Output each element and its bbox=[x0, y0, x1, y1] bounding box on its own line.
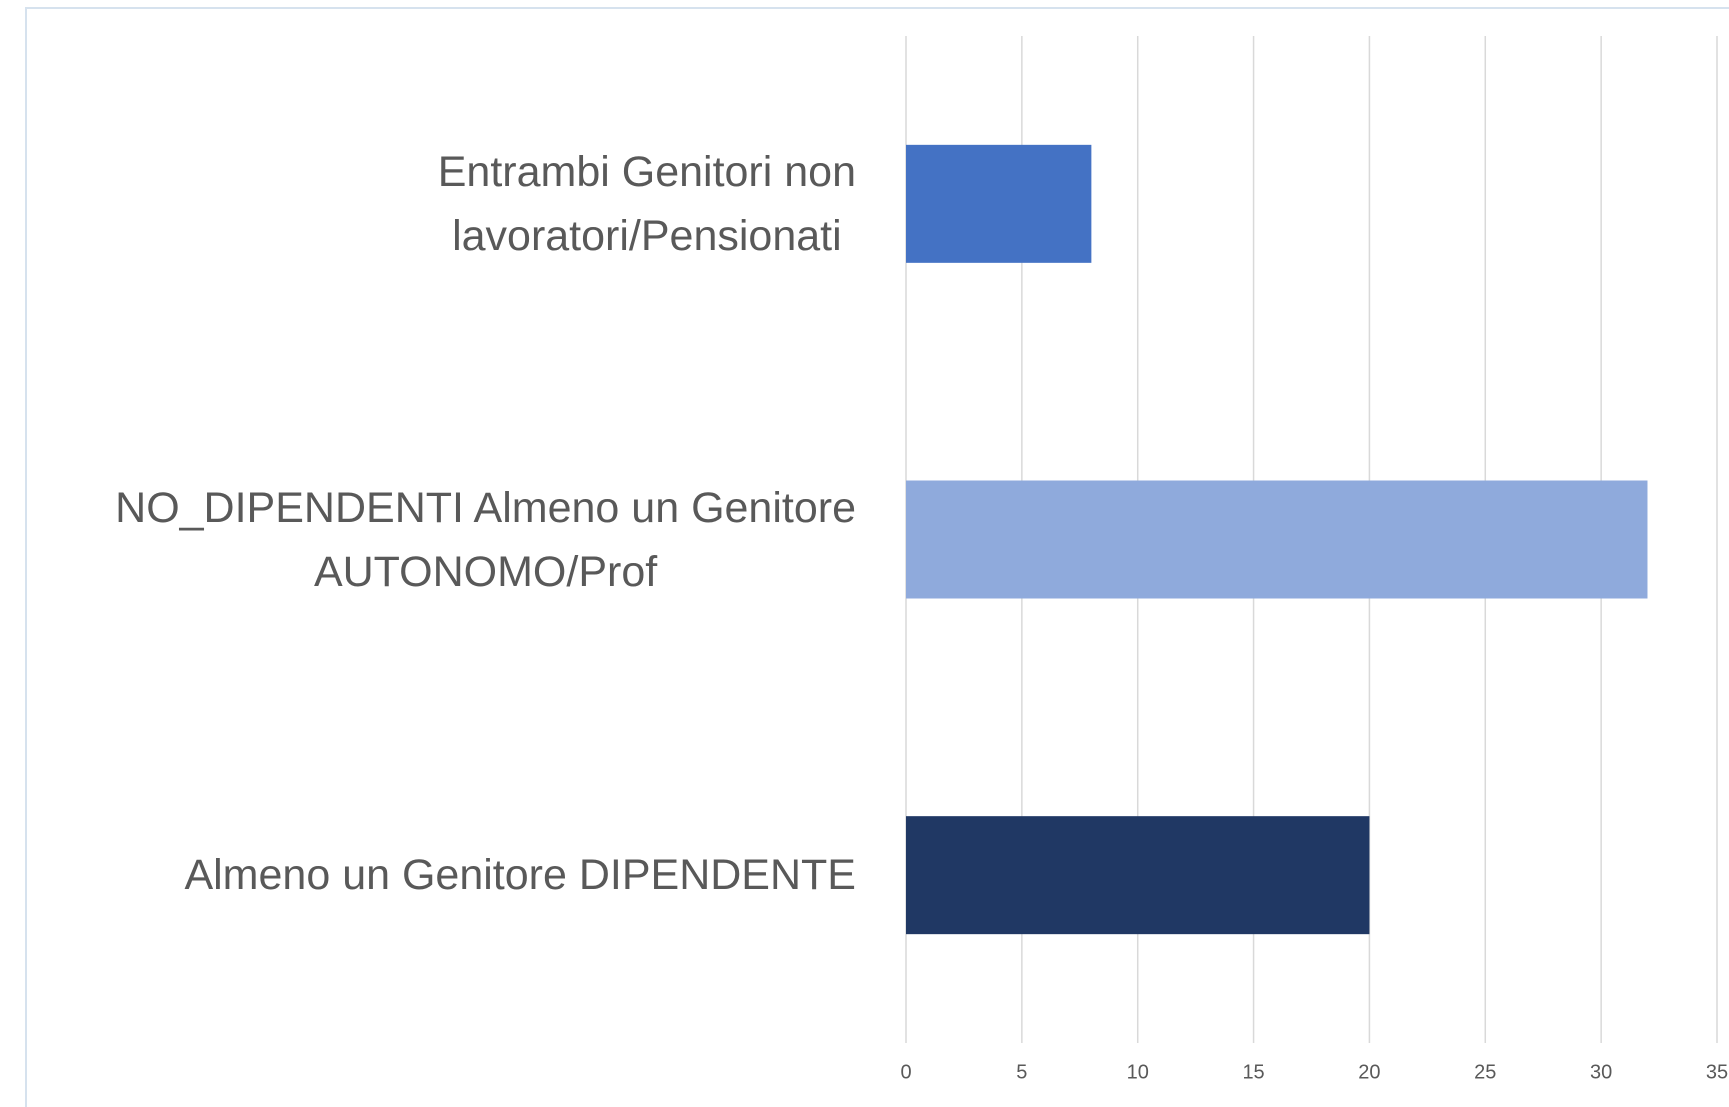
x-tick-label: 35 bbox=[1706, 1061, 1728, 1083]
y-tick-label: Almeno un Genitore DIPENDENTE bbox=[184, 851, 856, 900]
y-tick-label: Entrambi Genitori non lavoratori/Pension… bbox=[437, 147, 856, 260]
bar bbox=[906, 480, 1648, 599]
x-tick-label: 5 bbox=[1016, 1061, 1027, 1083]
bar bbox=[906, 816, 1370, 935]
x-tick-label: 20 bbox=[1358, 1061, 1380, 1083]
y-tick-label: NO_DIPENDENTI Almeno un Genitore AUTONOM… bbox=[115, 483, 856, 596]
bar bbox=[906, 144, 1092, 263]
chart-frame bbox=[25, 7, 1729, 1107]
x-tick-label: 25 bbox=[1474, 1061, 1496, 1083]
x-tick-label: 0 bbox=[900, 1061, 911, 1083]
x-tick-label: 30 bbox=[1590, 1061, 1612, 1083]
x-tick-label: 15 bbox=[1242, 1061, 1264, 1083]
x-tick-label: 10 bbox=[1127, 1061, 1149, 1083]
